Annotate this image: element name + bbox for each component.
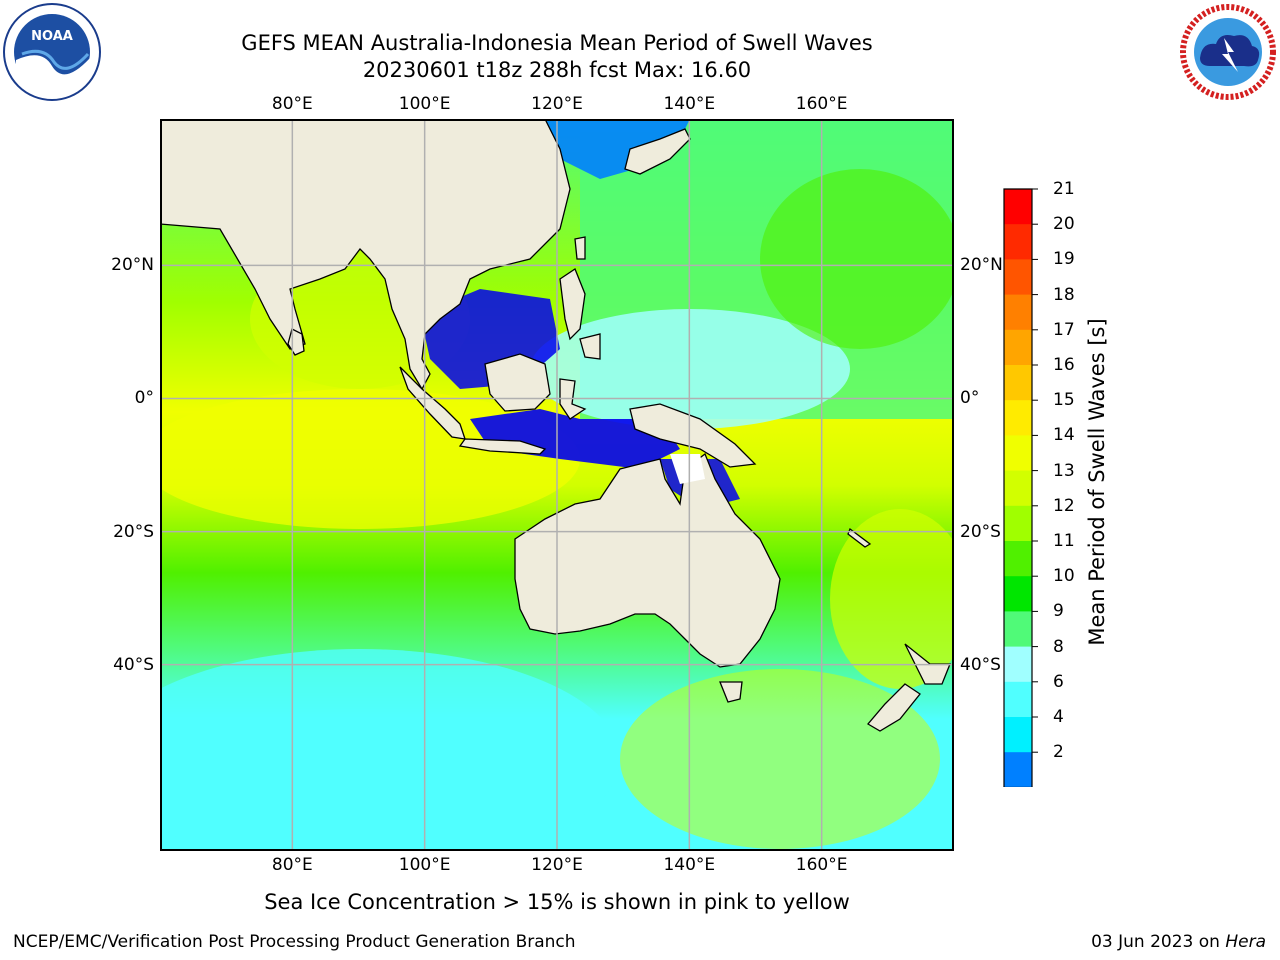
lon-tick-label-bottom: 80°E (271, 855, 313, 875)
colorbar-bin (1004, 329, 1032, 366)
lon-tick-label-bottom: 160°E (795, 855, 848, 875)
colorbar-bin (1004, 259, 1032, 296)
colorbar-bin (1004, 294, 1032, 331)
lat-tick-label-left: 40°S (113, 654, 154, 675)
tasman-swell (830, 509, 954, 689)
java-banda-sea-low-period (470, 409, 680, 469)
date-text: 03 Jun 2023 on (1091, 932, 1220, 952)
colorbar-label: 14 (1053, 425, 1075, 446)
colorbar-label: 15 (1053, 390, 1075, 411)
colorbar-bin (1004, 189, 1032, 225)
lon-tick-label-bottom: 100°E (398, 855, 451, 875)
colorbar-label: 16 (1053, 355, 1075, 375)
colorbar-bin (1004, 365, 1032, 401)
noaa-logo: NOAA (2, 2, 102, 102)
colorbar-label: 2 (1053, 742, 1064, 763)
colorbar-bin (1004, 681, 1032, 718)
colorbar-bin (1004, 752, 1032, 788)
lon-tick-label-top: 140°E (663, 94, 716, 114)
land (160, 119, 951, 732)
colorbar-bin (1004, 224, 1032, 260)
colorbar-bin (1004, 717, 1032, 753)
colorbar-label: 10 (1053, 566, 1075, 587)
lat-tick-label-left: 20°S (113, 521, 154, 542)
svg-text:NOAA: NOAA (31, 29, 73, 44)
colorbar-bin (1004, 646, 1032, 683)
lon-tick-label-bottom: 120°E (531, 855, 583, 875)
colorbar (1000, 187, 1080, 817)
southern-indian-short-period (160, 649, 620, 851)
lon-tick-label-bottom: 140°E (663, 855, 716, 875)
producer-credit: NCEP/EMC/Verification Post Processing Pr… (13, 932, 576, 952)
colorbar-label: 18 (1053, 284, 1075, 305)
colorbar-label: 8 (1053, 636, 1064, 657)
machine-name: Hera (1225, 932, 1266, 952)
colorbar-label: 21 (1053, 179, 1075, 199)
colorbar-bin (1004, 541, 1032, 577)
lon-tick-label-top: 160°E (795, 94, 848, 114)
colorbar-label: 11 (1053, 531, 1075, 551)
colorbar-bin (1004, 576, 1032, 612)
lon-tick-label-top: 100°E (398, 94, 451, 114)
lon-tick-label-top: 80°E (271, 94, 313, 114)
colorbar-frame (1003, 188, 1033, 788)
colorbar-label: 6 (1053, 671, 1064, 692)
colorbar-bin (1004, 470, 1032, 507)
chart-subtitle: 20230601 t18z 288h fcst Max: 16.60 (362, 58, 752, 82)
colorbar-label: 20 (1053, 214, 1075, 235)
lat-tick-label-right: 20°N (960, 255, 1003, 276)
lat-tick-label-left: 0° (134, 388, 154, 409)
nws-logo (1178, 2, 1278, 102)
colorbar-label: 9 (1053, 601, 1064, 622)
map-canvas (160, 119, 954, 851)
colorbar-label: 4 (1053, 707, 1064, 727)
southern-ocean-swell (620, 669, 940, 849)
lon-tick-label-top: 120°E (531, 94, 583, 114)
colorbar-label: 17 (1053, 319, 1075, 340)
lat-tick-label-right: 40°S (960, 654, 1001, 675)
colorbar-bin (1004, 611, 1032, 648)
map-panel (160, 119, 954, 851)
lat-tick-label-right: 0° (960, 388, 980, 409)
colorbar-title: Mean Period of Swell Waves [s] (1085, 318, 1109, 646)
colorbar-graphic (1003, 188, 1038, 817)
lat-tick-label-left: 20°N (111, 255, 154, 276)
colorbar-bin (1004, 400, 1032, 436)
colorbar-bin (1004, 435, 1032, 472)
map-border (160, 119, 954, 851)
chart-title: GEFS MEAN Australia-Indonesia Mean Perio… (241, 31, 873, 55)
colorbar-label: 12 (1053, 495, 1075, 516)
colorbar-label: 19 (1053, 249, 1075, 270)
north-pacific-swell (760, 169, 954, 349)
lat-tick-label-right: 20°S (960, 521, 1001, 542)
generation-date: 03 Jun 2023 on Hera (1091, 932, 1266, 952)
colorbar-bin (1004, 505, 1032, 542)
graticule (160, 119, 954, 851)
sea-ice-note: Sea Ice Concentration > 15% is shown in … (264, 890, 850, 914)
colorbar-label: 13 (1053, 460, 1075, 481)
